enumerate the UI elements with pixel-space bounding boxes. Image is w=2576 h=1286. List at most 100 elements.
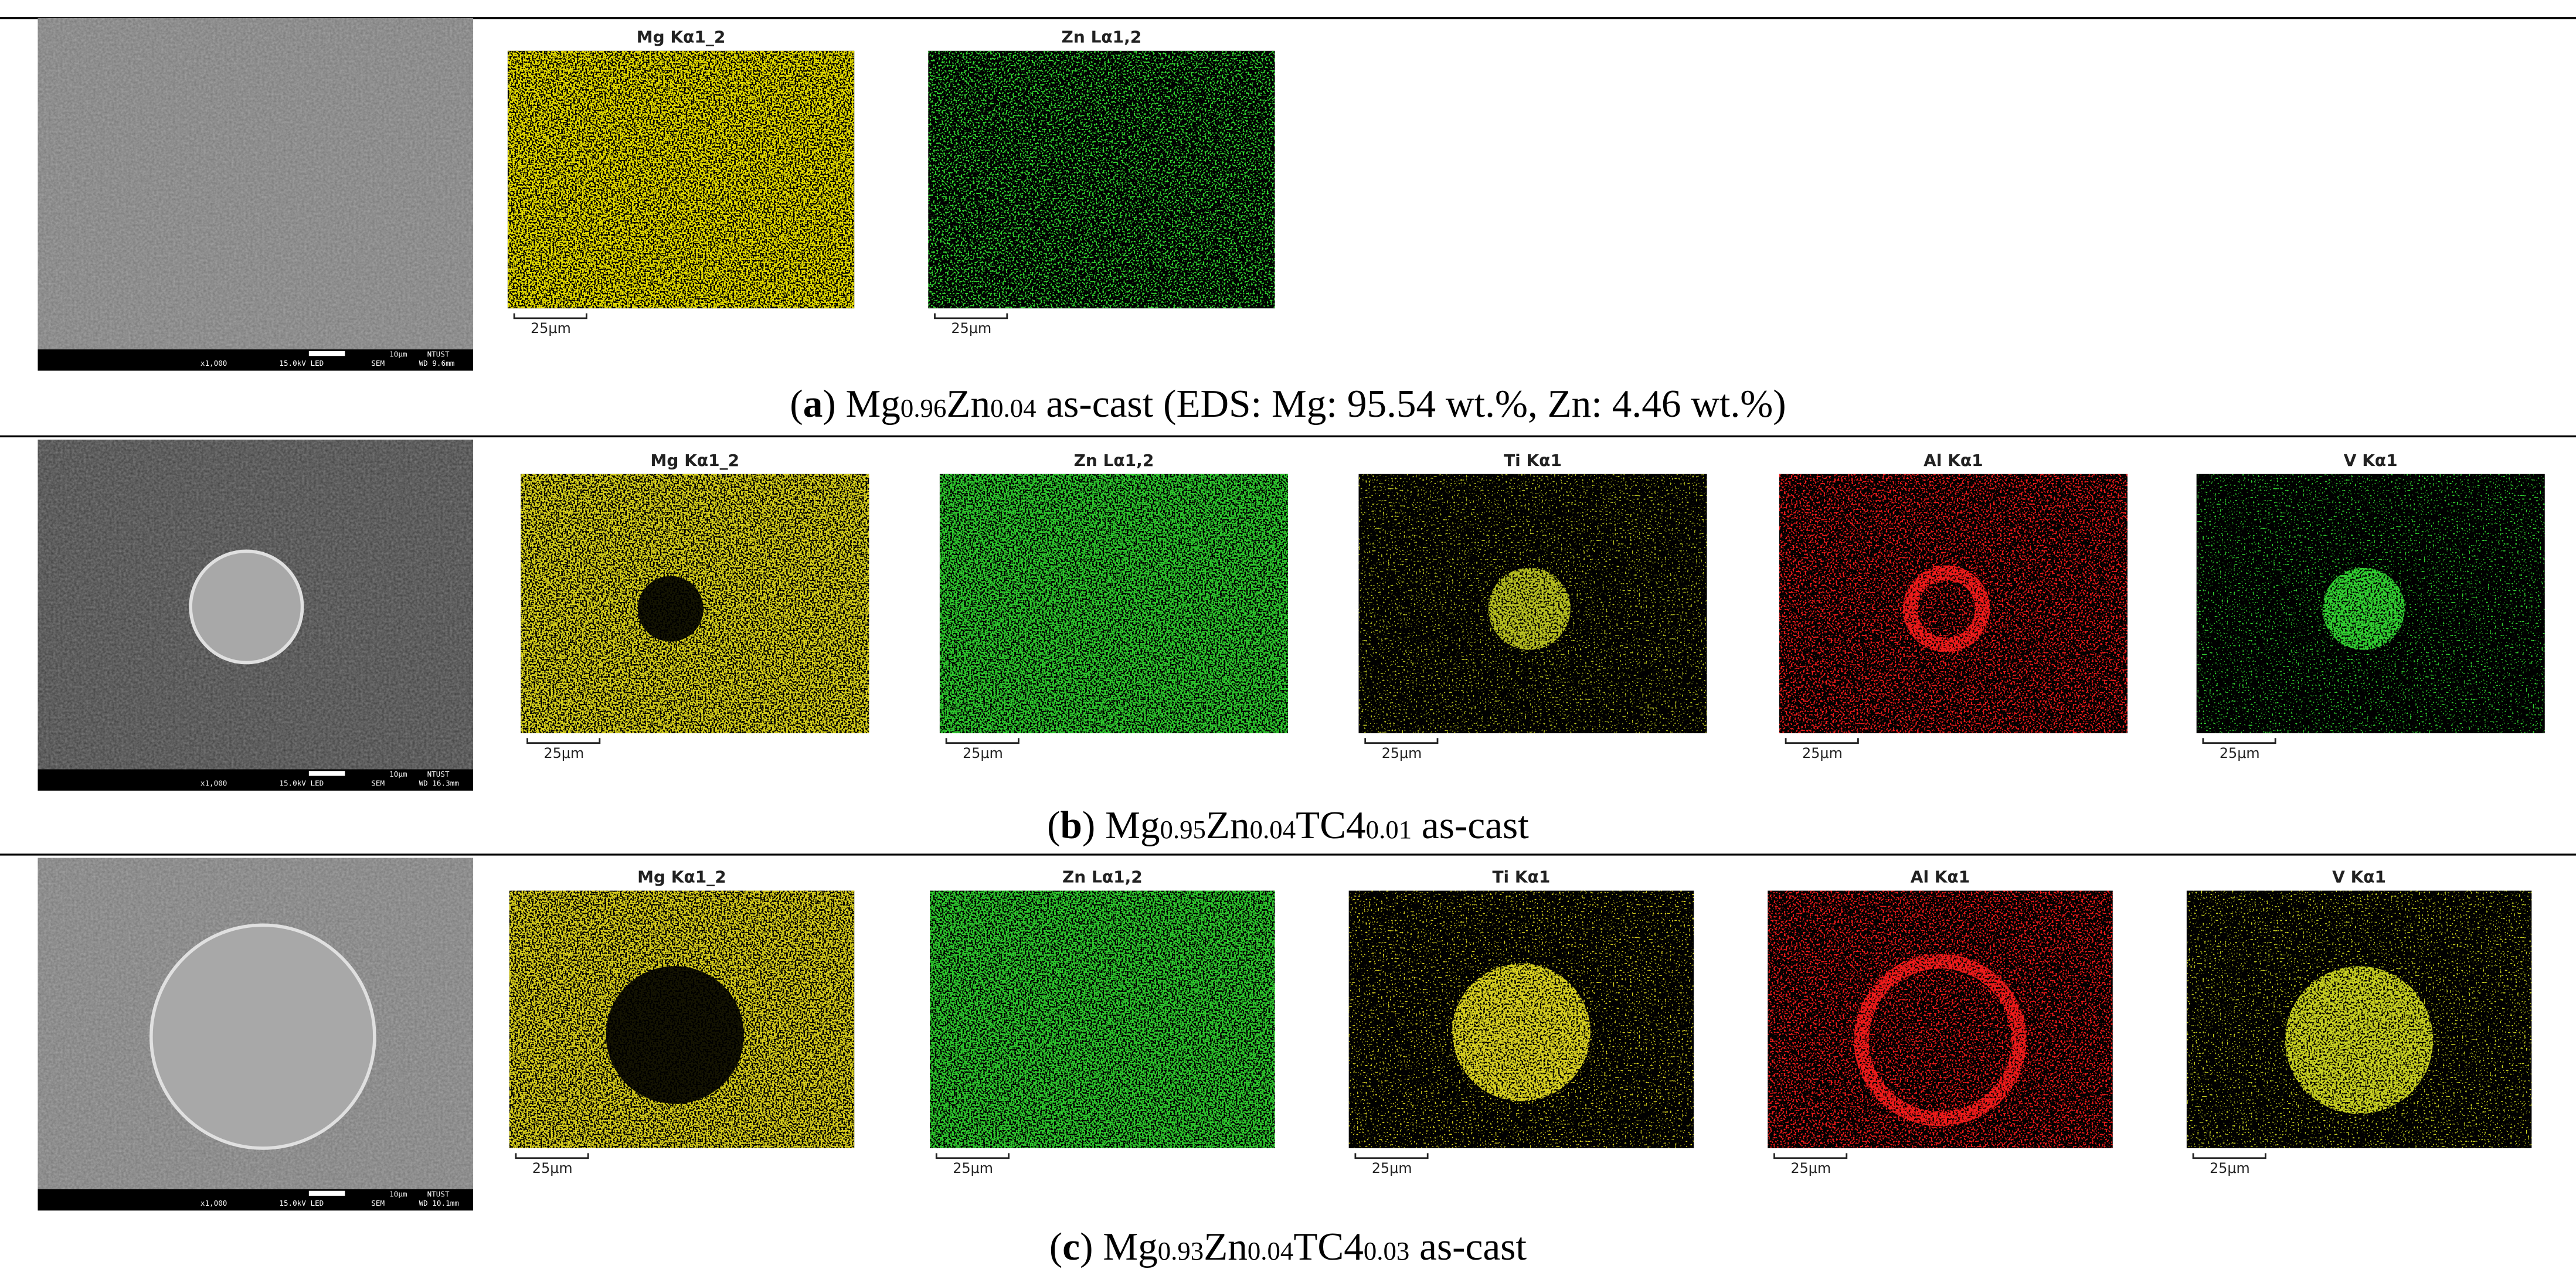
sem-scale-bar (308, 771, 345, 776)
figure-body: x1,000 15.0kV LED SEM WD 9.6mm 10μm NTUST Mg K… (0, 17, 2576, 1268)
sem-info: x1,000 (200, 1199, 227, 1207)
map-title: Mg Kα1_2 (651, 451, 740, 470)
map-signal (939, 474, 1288, 733)
map-enrichment (2285, 966, 2434, 1114)
map-scale-label: 25μm (1382, 745, 1422, 761)
sem-scale-label: 10μm (389, 1189, 407, 1198)
caption-part: Zn (1206, 803, 1250, 847)
map-scale-bar (2192, 1153, 2266, 1159)
sem-banner (38, 1189, 474, 1211)
map-scale-label: 25μm (2220, 745, 2260, 761)
caption-part: 0.04 (990, 393, 1036, 423)
sem-info: SEM (371, 778, 385, 787)
sem-info: WD 9.6mm (419, 359, 455, 368)
caption-part: c (1062, 1224, 1080, 1268)
map-scale-bar (2202, 738, 2276, 744)
caption-part: 0.03 (1364, 1236, 1409, 1265)
sem-info: 15.0kV LED (279, 359, 324, 368)
map-scale-bar (1773, 1153, 1848, 1159)
caption: (c) Mg0.93Zn0.04TC40.03 as-cast (1049, 1224, 1527, 1268)
map-title: Al Kα1 (1923, 451, 1983, 470)
map-scale-bar (1364, 738, 1439, 744)
caption-part: ( (790, 382, 803, 426)
map-title: Ti Kα1 (1504, 451, 1562, 470)
map-signal (928, 50, 1275, 309)
map-enrichment (1452, 963, 1591, 1101)
map-scale-label: 25μm (532, 1160, 573, 1176)
map-title: V Kα1 (2344, 451, 2398, 470)
map-scale-bar (526, 738, 601, 744)
caption-part: as-cast (EDS: Mg: 95.54 wt.%, Zn: 4.46 w… (1036, 382, 1786, 426)
caption-part: ) Mg (823, 382, 900, 426)
map-scale-label: 25μm (963, 745, 1003, 761)
map-title: Zn Lα1,2 (1074, 451, 1154, 470)
caption-part: ( (1047, 803, 1060, 847)
sem-info: 15.0kV LED (279, 1199, 324, 1207)
map-depletion (637, 576, 704, 642)
caption-part: as-cast (1409, 1224, 1527, 1268)
map-title: Mg Kα1_2 (637, 867, 726, 887)
map-scale-label: 25μm (1791, 1160, 1831, 1176)
map-scale-label: 25μm (2210, 1160, 2250, 1176)
map-scale-bar (515, 1153, 589, 1159)
caption-part: ( (1049, 1224, 1062, 1268)
caption-part: Zn (946, 382, 990, 426)
caption-part: 0.04 (1250, 815, 1296, 844)
sem-banner (38, 349, 474, 371)
map-scale-label: 25μm (1372, 1160, 1412, 1176)
sem-info: SEM (371, 359, 385, 368)
map-scale-bar (935, 1153, 1010, 1159)
caption-part: 0.95 (1160, 815, 1206, 844)
map-signal (930, 890, 1275, 1148)
map-scale-label: 25μm (1802, 745, 1843, 761)
map-title: Ti Kα1 (1492, 867, 1550, 887)
sem-info: SEM (371, 1199, 385, 1207)
sem-lab: NTUST (427, 350, 450, 359)
map-scale-label: 25μm (951, 320, 992, 336)
map-scale-bar (513, 313, 587, 319)
caption-part: TC4 (1296, 803, 1366, 847)
caption-part: a (803, 382, 823, 426)
map-title: Al Kα1 (1911, 867, 1970, 887)
map-scale-bar (1354, 1153, 1429, 1159)
caption-part: 0.93 (1158, 1236, 1204, 1265)
sem-info: WD 16.3mm (419, 778, 459, 787)
map-title: V Kα1 (2332, 867, 2386, 887)
caption-part: Zn (1204, 1224, 1248, 1268)
map-signal (1768, 890, 2113, 1148)
caption-part: 0.01 (1366, 815, 1412, 844)
sem-info: 15.0kV LED (279, 778, 324, 787)
caption-part: as-cast (1412, 803, 1529, 847)
map-depletion (606, 966, 744, 1104)
sem-scale-label: 10μm (389, 350, 407, 359)
sem-info: x1,000 (200, 778, 227, 787)
sem-particle (189, 549, 304, 665)
sem-scale-bar (308, 1190, 345, 1196)
caption: (b) Mg0.95Zn0.04TC40.01 as-cast (1047, 803, 1529, 847)
sem-texture (38, 18, 474, 350)
map-title: Zn Lα1,2 (1062, 867, 1143, 887)
map-ring (1902, 565, 1990, 652)
map-title: Zn Lα1,2 (1062, 28, 1142, 47)
map-enrichment (2322, 567, 2405, 650)
map-scale-label: 25μm (953, 1160, 993, 1176)
caption-part: 0.04 (1248, 1236, 1293, 1265)
sem-info: WD 10.1mm (419, 1199, 459, 1207)
sem-particle (149, 923, 376, 1150)
caption-part: b (1061, 803, 1082, 847)
map-scale-bar (934, 313, 1008, 319)
sem-info: x1,000 (200, 359, 227, 368)
caption-part: TC4 (1293, 1224, 1364, 1268)
map-title: Mg Kα1_2 (637, 28, 726, 47)
sem-scale-bar (308, 351, 345, 356)
caption: (a) Mg0.96Zn0.04 as-cast (EDS: Mg: 95.54… (790, 382, 1786, 426)
map-signal (507, 50, 855, 309)
sem-lab: NTUST (427, 1189, 450, 1198)
sem-lab: NTUST (427, 770, 450, 778)
map-scale-label: 25μm (544, 745, 584, 761)
map-scale-label: 25μm (531, 320, 571, 336)
map-signal (1779, 474, 2128, 733)
caption-part: 0.96 (900, 393, 946, 423)
sem-scale-label: 10μm (389, 770, 407, 778)
